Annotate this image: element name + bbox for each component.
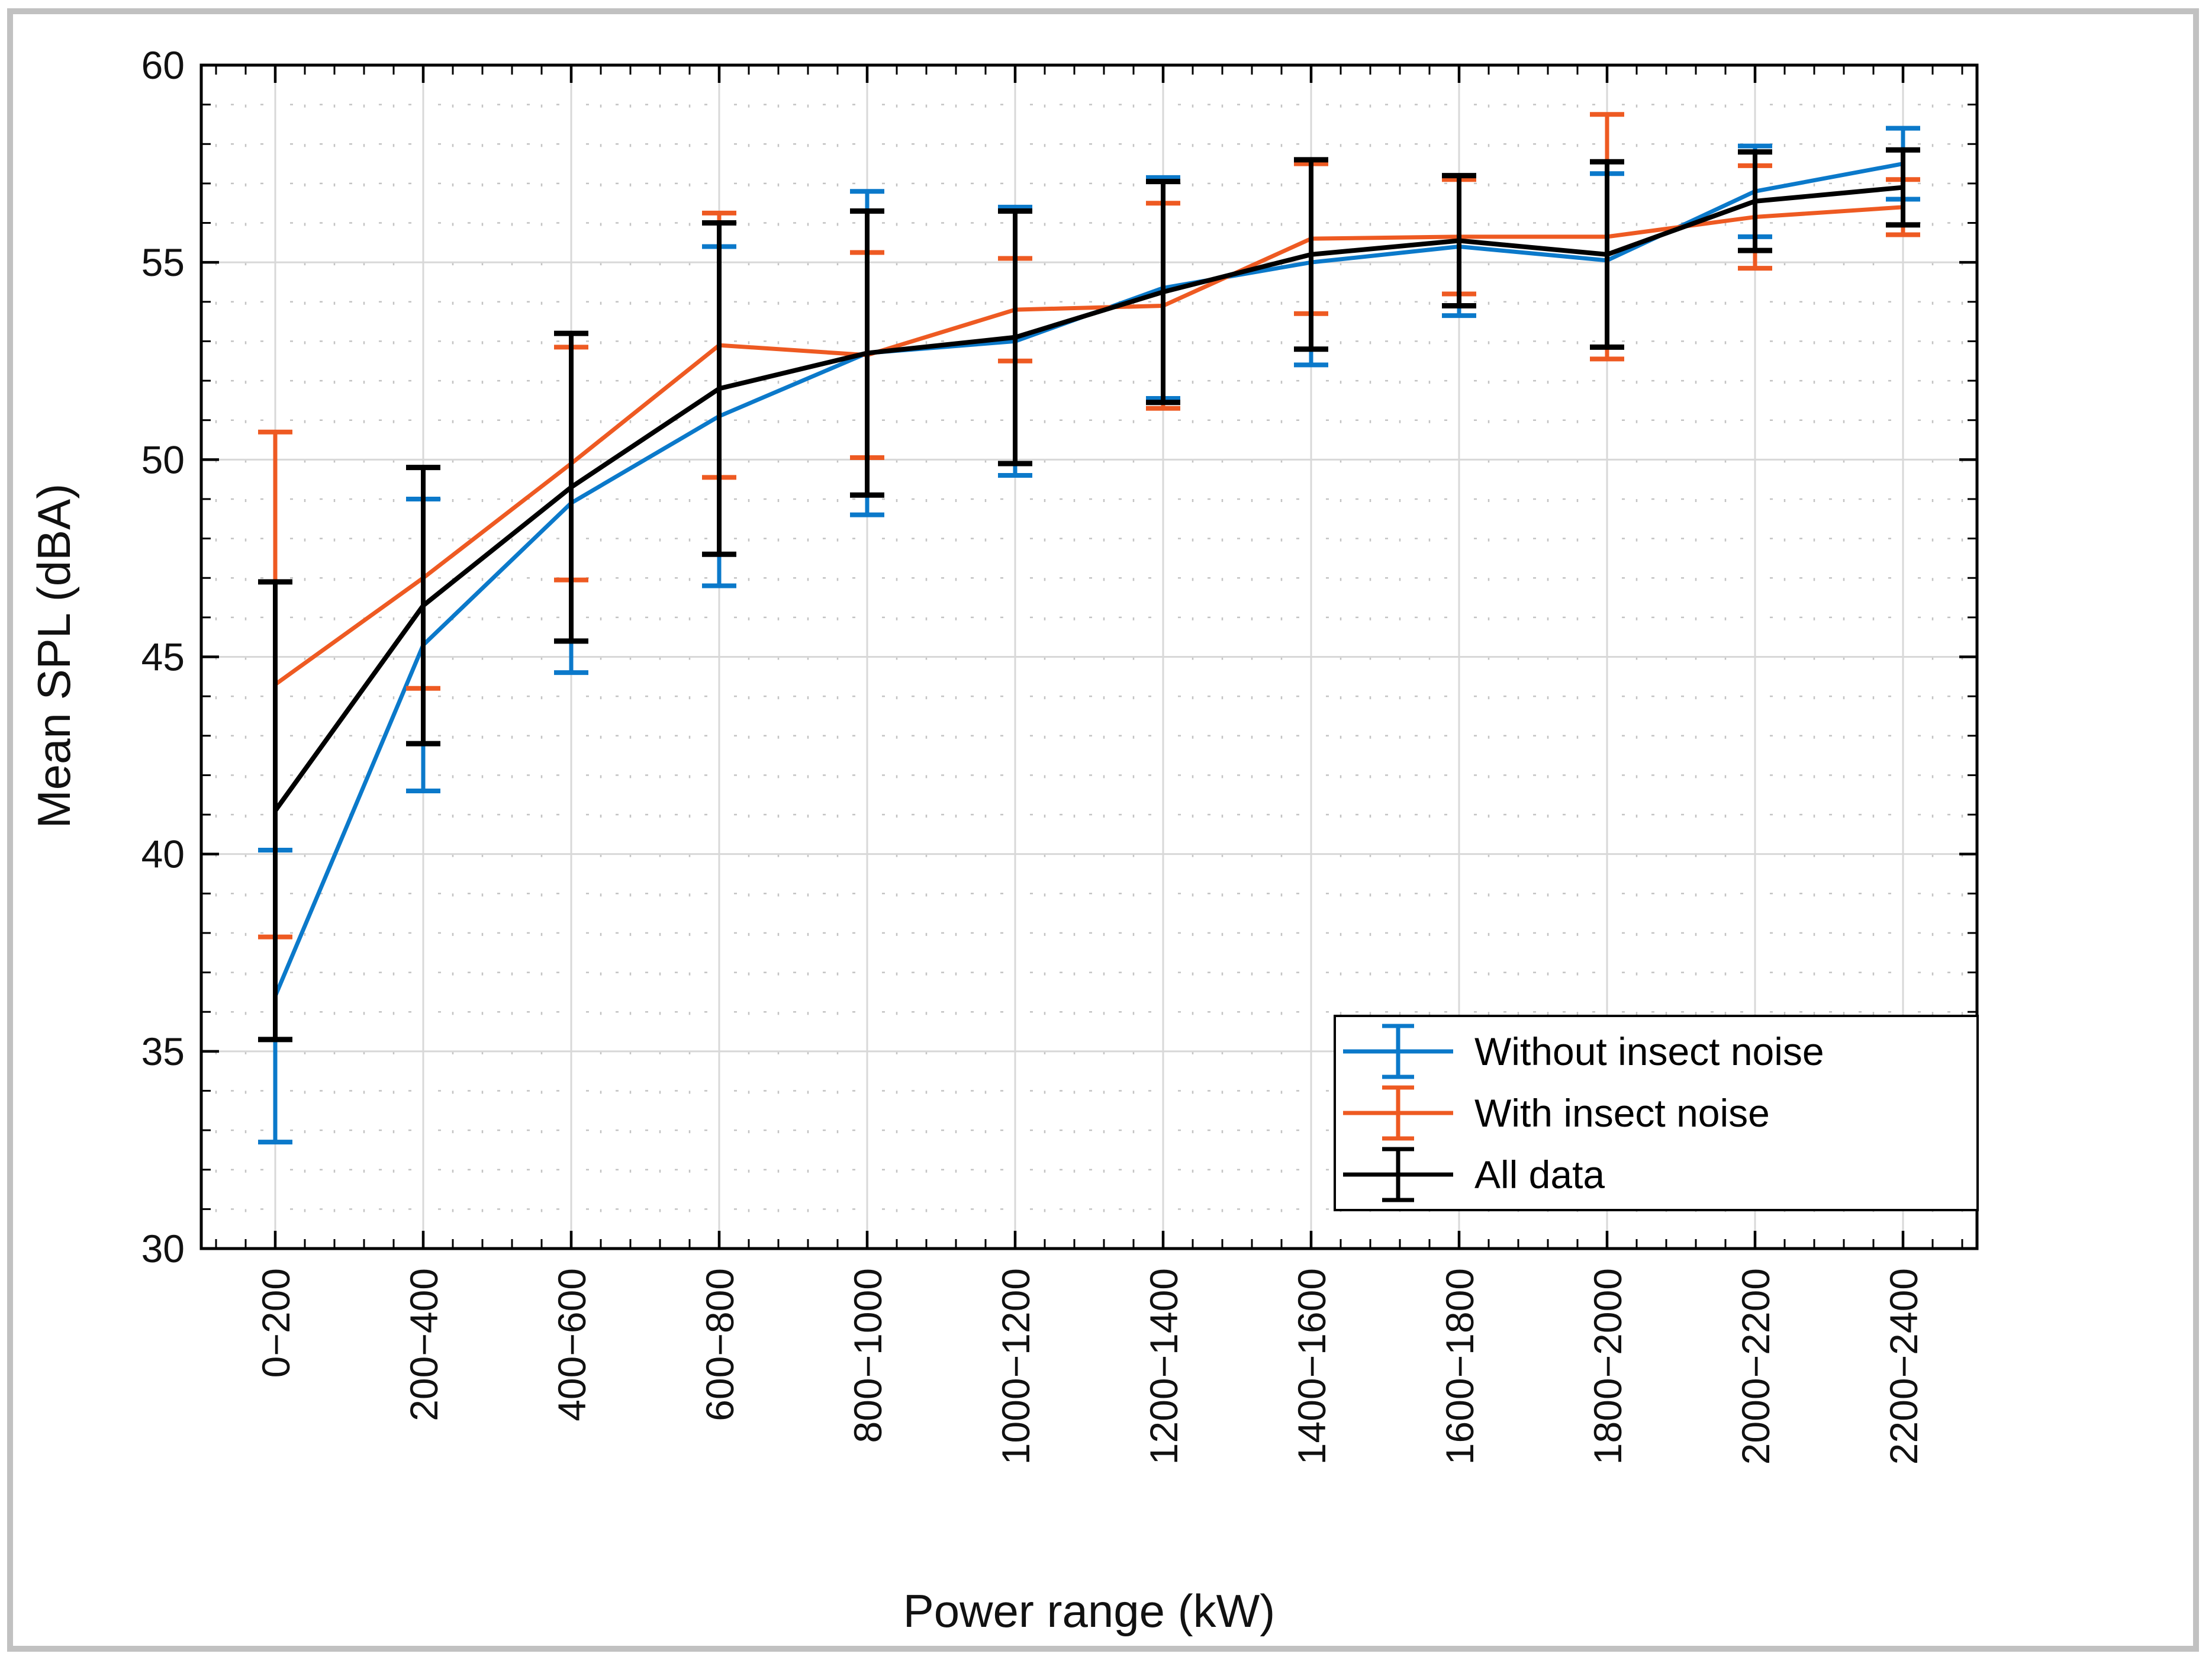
x-tick-label: 400−600 <box>550 1268 594 1421</box>
legend-label: With insect noise <box>1474 1091 1770 1135</box>
x-axis-title: Power range (kW) <box>903 1585 1276 1637</box>
series-1 <box>258 126 1920 1145</box>
x-tick-label: 0−200 <box>254 1268 298 1378</box>
figure-frame <box>7 8 2199 1652</box>
y-tick-label: 45 <box>141 635 185 679</box>
y-tick-label: 60 <box>141 43 185 87</box>
errorbar-glyph-icon <box>1343 1085 1453 1141</box>
y-tick-label: 30 <box>141 1227 185 1270</box>
series-3 <box>258 147 1920 1043</box>
y-tick-label: 40 <box>141 832 185 876</box>
legend-item-all-data: All data <box>1336 1144 1976 1205</box>
x-tick-label: 2000−2200 <box>1734 1268 1778 1465</box>
y-axis-title: Mean SPL (dBA) <box>28 483 80 829</box>
x-tick-label: 1600−1800 <box>1438 1268 1482 1465</box>
x-tick-label: 1000−1200 <box>994 1268 1038 1465</box>
y-tick-label: 35 <box>141 1030 185 1073</box>
x-tick-label: 2200−2400 <box>1882 1268 1926 1465</box>
legend-label: Without insect noise <box>1474 1030 1824 1073</box>
plot-box <box>199 63 1979 1250</box>
x-tick-label: 1800−2000 <box>1586 1268 1630 1465</box>
legend-label: All data <box>1474 1153 1605 1196</box>
errorbar-glyph-icon <box>1343 1147 1453 1202</box>
errorbar-glyph-icon <box>1343 1024 1453 1079</box>
x-tick-label: 200−400 <box>402 1268 446 1421</box>
x-tick-label: 1400−1600 <box>1290 1268 1334 1465</box>
series-2 <box>258 112 1920 940</box>
legend: Without insect noise With insect noise A… <box>1334 1015 1979 1211</box>
x-tick-label: 800−1000 <box>846 1268 890 1443</box>
x-tick-label: 600−800 <box>698 1268 742 1421</box>
legend-item-with-insect-noise: With insect noise <box>1336 1082 1976 1144</box>
legend-item-without-insect-noise: Without insect noise <box>1336 1021 1976 1082</box>
x-tick-label: 1200−1400 <box>1142 1268 1186 1465</box>
y-tick-label: 55 <box>141 240 185 284</box>
y-tick-label: 50 <box>141 438 185 481</box>
